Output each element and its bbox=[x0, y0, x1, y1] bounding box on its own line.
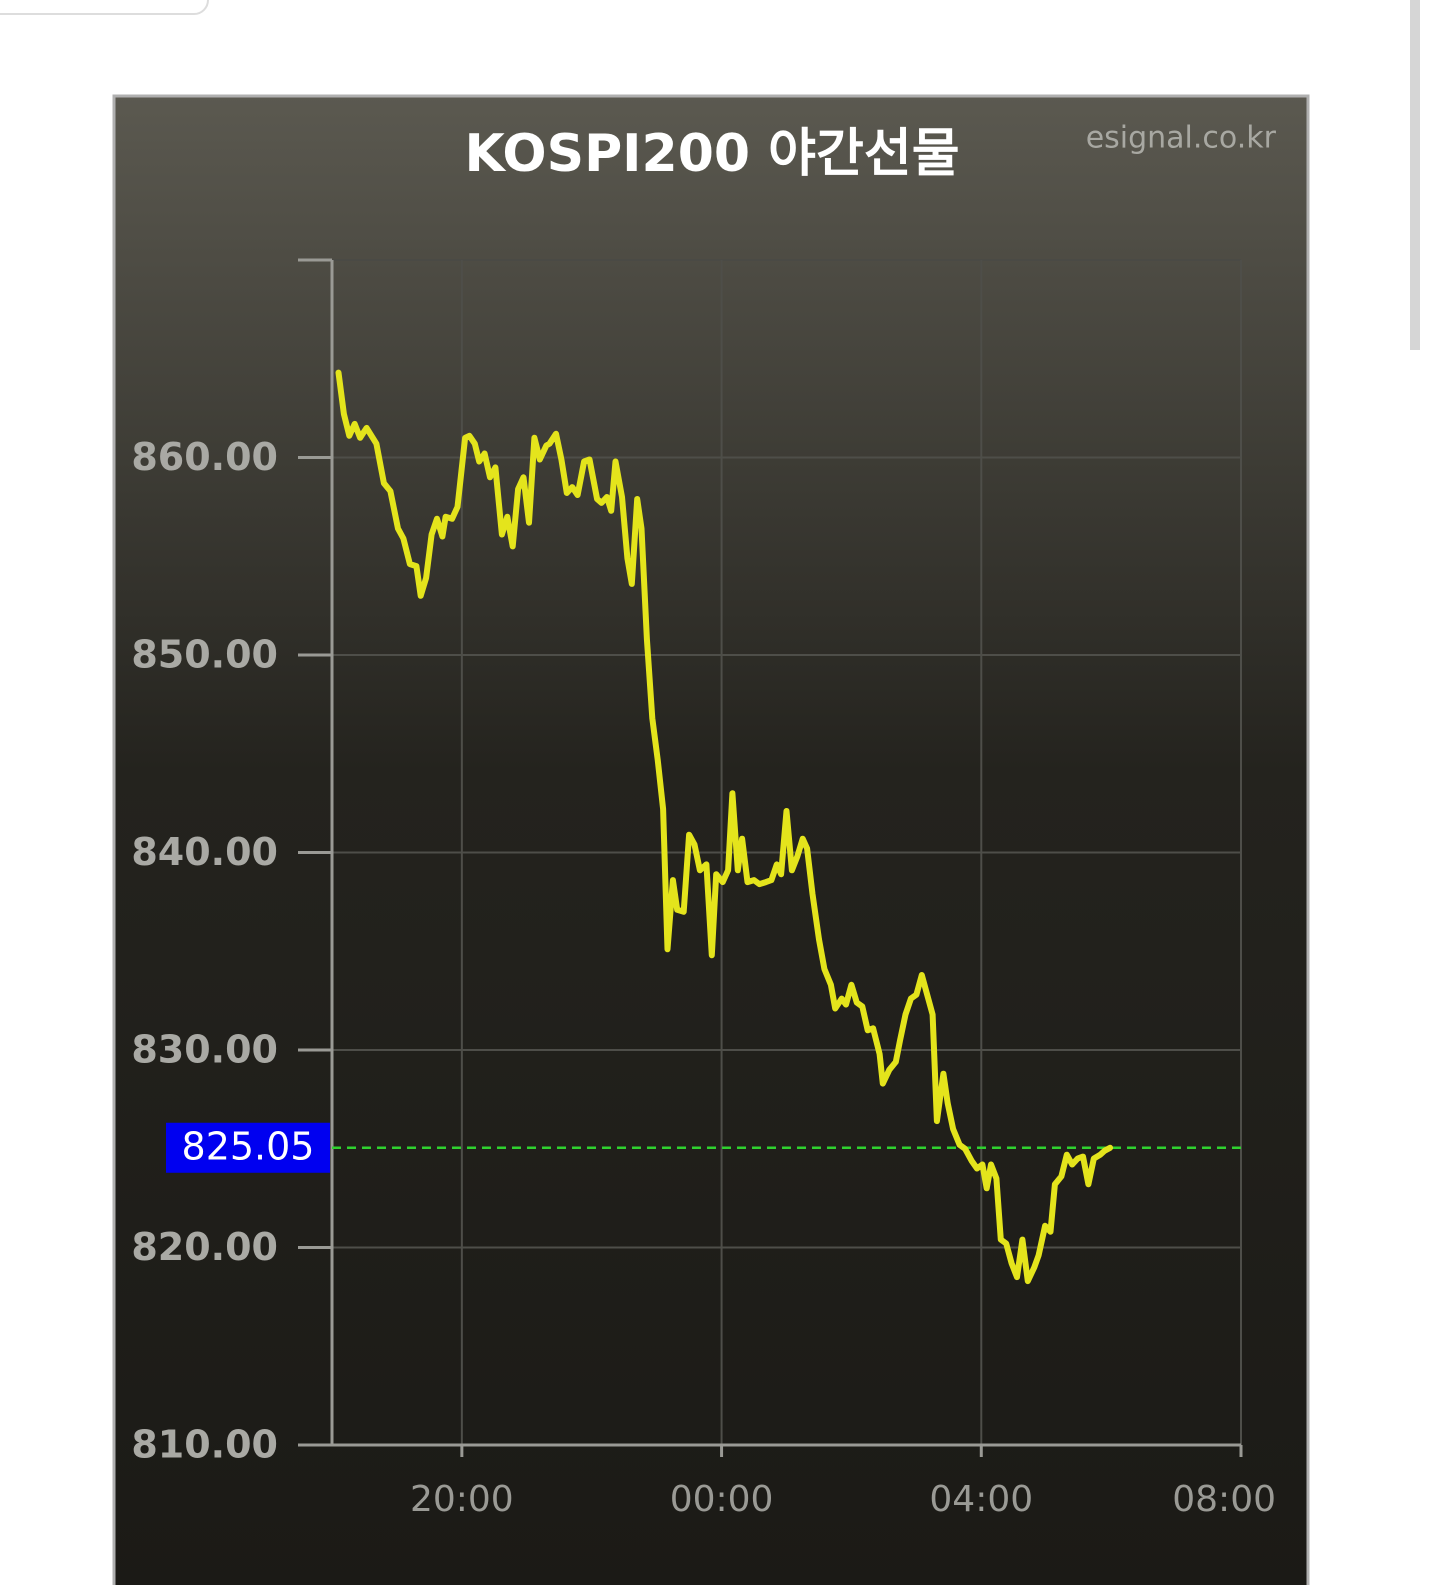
y-tick-label: 850.00 bbox=[131, 633, 278, 677]
x-tick-label: 08:00 bbox=[1172, 1479, 1276, 1520]
plot: 810.00 820.00 830.00 840.00 850.00 860.00 20:0… bbox=[131, 258, 1276, 1520]
y-tick-label: 840.00 bbox=[131, 830, 278, 874]
price-line bbox=[335, 369, 1114, 1285]
chart-title: KOSPI200 야간선물 bbox=[464, 124, 959, 184]
pill-fragment bbox=[0, 0, 209, 15]
current-value-box bbox=[166, 1122, 330, 1173]
y-tick-label: 810.00 bbox=[131, 1423, 278, 1467]
y-tick-label: 830.00 bbox=[131, 1028, 278, 1072]
chart-panel bbox=[112, 94, 1310, 1585]
y-tick-label: 860.00 bbox=[131, 435, 278, 479]
watermark: esignal.co.kr bbox=[1086, 121, 1277, 156]
current-value-label: 825.05 bbox=[182, 1124, 315, 1168]
scrollbar bbox=[1410, 0, 1420, 350]
x-tick-label: 20:00 bbox=[410, 1479, 514, 1520]
x-tick-label: 04:00 bbox=[929, 1479, 1033, 1520]
x-tick-label: 00:00 bbox=[670, 1479, 774, 1520]
y-tick-label: 820.00 bbox=[131, 1225, 278, 1269]
